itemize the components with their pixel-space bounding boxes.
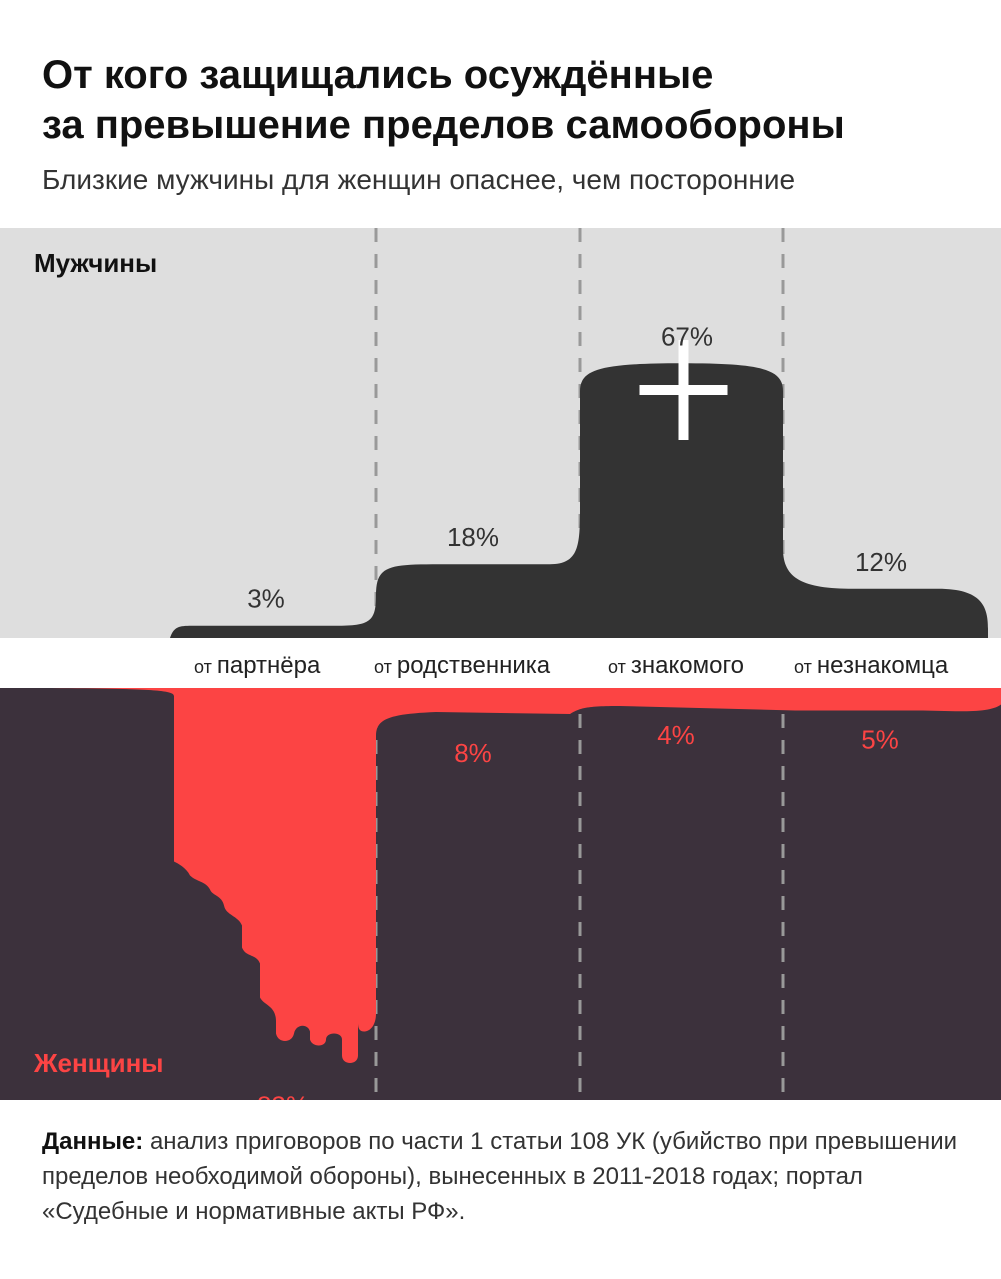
cross-icon-horizontal — [639, 385, 728, 395]
legend-men: Мужчины — [34, 248, 157, 278]
source-text: анализ приговоров по части 1 статьи 108 … — [42, 1128, 957, 1225]
women-value-label: 8% — [454, 738, 492, 768]
chart-title-line-1: От кого защищались осуждённые — [42, 53, 714, 97]
chart-subtitle: Близкие мужчины для женщин опаснее, чем … — [42, 164, 796, 195]
category-label: от родственника — [374, 652, 551, 679]
category-label: от знакомого — [608, 652, 744, 679]
women-bar-shape — [0, 688, 1001, 1063]
women-value-label: 83% — [257, 1091, 309, 1101]
category-label: от партнёра — [194, 652, 321, 679]
men-bar-shape — [170, 363, 988, 638]
category-label: от незнакомца — [794, 652, 949, 679]
men-value-label: 18% — [447, 522, 499, 552]
men-value-label: 67% — [661, 321, 713, 351]
legend-women: Женщины — [33, 1048, 164, 1078]
women-panel-background — [0, 688, 1001, 1100]
mirrored-bar-chart: 3% 18% 67% 12% 83% 8% 4% 5% от партнёра от родс… — [0, 228, 1001, 1100]
chart-title-line-2: за превышение пределов самообороны — [42, 103, 845, 147]
men-value-label: 3% — [247, 584, 285, 614]
women-value-label: 4% — [657, 720, 695, 750]
cross-icon — [639, 340, 728, 440]
women-value-label: 5% — [861, 725, 899, 755]
source-label: Данные: — [42, 1128, 144, 1155]
men-value-label: 12% — [855, 547, 907, 577]
data-source: Данные: анализ приговоров по части 1 ста… — [42, 1124, 972, 1229]
chart-title: От кого защищались осуждённые за превыше… — [42, 50, 982, 150]
